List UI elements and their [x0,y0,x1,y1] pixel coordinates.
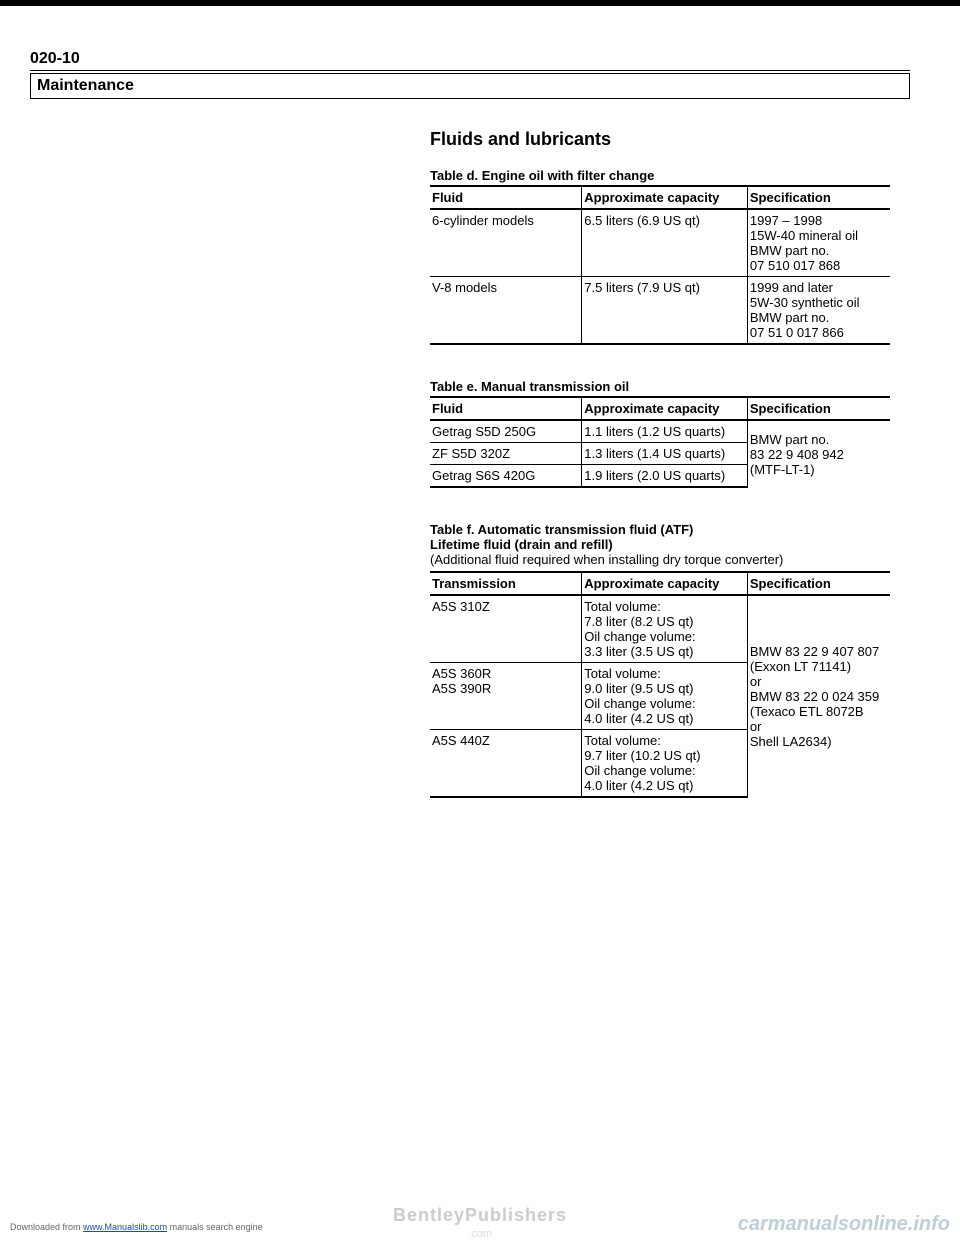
table-d: Fluid Approximate capacity Specification… [430,185,890,345]
top-border [0,0,960,6]
page-number: 020-10 [30,50,890,68]
table-f-note: (Additional fluid required when installi… [430,552,890,567]
footer-right: carmanualsonline.info [738,1213,950,1236]
table-d-caption: Table d. Engine oil with filter change [430,168,890,183]
th-fluid: Fluid [430,186,582,209]
td: A5S 360R A5S 390R [430,663,582,730]
td: 7.5 liters (7.9 US qt) [582,277,748,345]
td: A5S 310Z [430,595,582,663]
td-spec: BMW 83 22 9 407 807 (Exxon LT 71141) or … [747,595,890,797]
th-capacity: Approximate capacity [582,186,748,209]
table-f: Transmission Approximate capacity Specif… [430,571,890,798]
rule [30,70,910,71]
table-f-caption: Table f. Automatic transmission fluid (A… [430,522,890,537]
td: Total volume: 9.7 liter (10.2 US qt) Oil… [582,730,748,798]
td: V-8 models [430,277,582,345]
footer-link[interactable]: www.Manualslib.com [83,1222,167,1232]
th-capacity: Approximate capacity [582,397,748,420]
td-spec: BMW part no. 83 22 9 408 942 (MTF-LT-1) [747,420,890,487]
section-title: Maintenance [37,77,134,94]
td: 1997 – 1998 15W-40 mineral oil BMW part … [747,209,890,277]
td: ZF S5D 320Z [430,443,582,465]
td: 1.9 liters (2.0 US quarts) [582,465,748,488]
footer-left-pre: Downloaded from [10,1222,83,1232]
td: Total volume: 7.8 liter (8.2 US qt) Oil … [582,595,748,663]
th-spec: Specification [747,572,890,595]
th-trans: Transmission [430,572,582,595]
td: 6.5 liters (6.9 US qt) [582,209,748,277]
th-fluid: Fluid [430,397,582,420]
table-e: Fluid Approximate capacity Specification… [430,396,890,488]
section-box: Maintenance [30,73,910,99]
footer-left: Downloaded from www.Manualslib.com manua… [10,1222,263,1232]
footer-left-post: manuals search engine [167,1222,263,1232]
th-spec: Specification [747,186,890,209]
td: 1.3 liters (1.4 US quarts) [582,443,748,465]
td: Total volume: 9.0 liter (9.5 US qt) Oil … [582,663,748,730]
td: Getrag S5D 250G [430,420,582,443]
td: 1.1 liters (1.2 US quarts) [582,420,748,443]
table-e-caption: Table e. Manual transmission oil [430,379,890,394]
td: 6-cylinder models [430,209,582,277]
heading-fluids: Fluids and lubricants [430,129,890,150]
table-f-subcaption: Lifetime fluid (drain and refill) [430,537,890,552]
td: Getrag S6S 420G [430,465,582,488]
td: 1999 and later 5W-30 synthetic oil BMW p… [747,277,890,345]
th-spec: Specification [747,397,890,420]
th-capacity: Approximate capacity [582,572,748,595]
page: 020-10 Maintenance Fluids and lubricants… [0,0,960,1242]
td: A5S 440Z [430,730,582,798]
content: Fluids and lubricants Table d. Engine oi… [430,129,890,798]
